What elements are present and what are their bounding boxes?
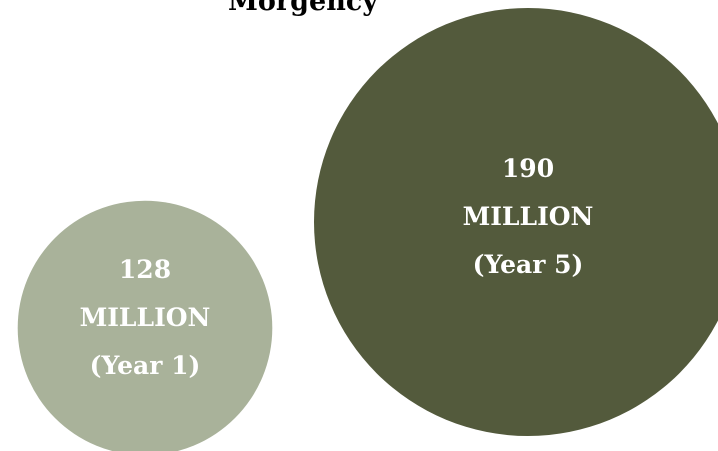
bubble-year-1-unit-label: MILLION — [80, 303, 211, 332]
bubble-year-1-circle — [17, 200, 273, 451]
bubble-year-5-category-label: (Year 5) — [473, 250, 584, 279]
bubble-year-5-value-label: 190 — [502, 154, 554, 183]
bubble-year-5-circle — [314, 8, 718, 436]
bubble-year-1: 128 MILLION (Year 1) — [17, 200, 273, 451]
bubble-year-1-value-label: 128 — [119, 255, 171, 284]
chart-title: Morgency — [228, 0, 378, 17]
bubble-year-5-unit-label: MILLION — [463, 202, 594, 231]
bubble-year-5: 190 MILLION (Year 5) — [314, 8, 718, 436]
bubble-year-1-category-label: (Year 1) — [90, 351, 201, 380]
